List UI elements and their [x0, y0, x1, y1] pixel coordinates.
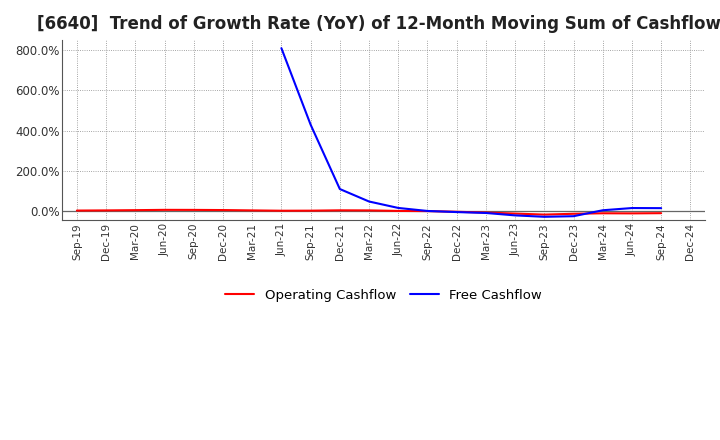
Free Cashflow	[394, 205, 402, 211]
Operating Cashflow	[628, 211, 636, 216]
Operating Cashflow	[423, 209, 432, 214]
Operating Cashflow	[73, 208, 81, 213]
Free Cashflow	[570, 213, 578, 219]
Free Cashflow	[336, 187, 344, 192]
Legend: Operating Cashflow, Free Cashflow: Operating Cashflow, Free Cashflow	[220, 284, 547, 307]
Operating Cashflow	[657, 210, 665, 216]
Operating Cashflow	[277, 208, 286, 213]
Free Cashflow	[540, 214, 549, 220]
Free Cashflow	[510, 213, 519, 218]
Free Cashflow	[482, 210, 490, 216]
Line: Free Cashflow: Free Cashflow	[282, 48, 661, 217]
Operating Cashflow	[540, 212, 549, 217]
Line: Operating Cashflow: Operating Cashflow	[77, 210, 661, 215]
Operating Cashflow	[336, 208, 344, 213]
Free Cashflow	[628, 205, 636, 211]
Operating Cashflow	[248, 208, 256, 213]
Free Cashflow	[657, 205, 665, 211]
Operating Cashflow	[482, 210, 490, 215]
Operating Cashflow	[131, 208, 140, 213]
Free Cashflow	[598, 208, 607, 213]
Operating Cashflow	[219, 207, 228, 213]
Operating Cashflow	[102, 208, 110, 213]
Operating Cashflow	[161, 207, 169, 213]
Operating Cashflow	[189, 207, 198, 213]
Operating Cashflow	[598, 211, 607, 216]
Operating Cashflow	[452, 209, 461, 214]
Operating Cashflow	[365, 208, 374, 213]
Free Cashflow	[452, 209, 461, 215]
Operating Cashflow	[570, 211, 578, 216]
Operating Cashflow	[510, 211, 519, 216]
Operating Cashflow	[394, 208, 402, 213]
Operating Cashflow	[306, 208, 315, 213]
Title: [6640]  Trend of Growth Rate (YoY) of 12-Month Moving Sum of Cashflows: [6640] Trend of Growth Rate (YoY) of 12-…	[37, 15, 720, 33]
Free Cashflow	[306, 122, 315, 127]
Free Cashflow	[365, 199, 374, 204]
Free Cashflow	[423, 208, 432, 213]
Free Cashflow	[277, 45, 286, 51]
